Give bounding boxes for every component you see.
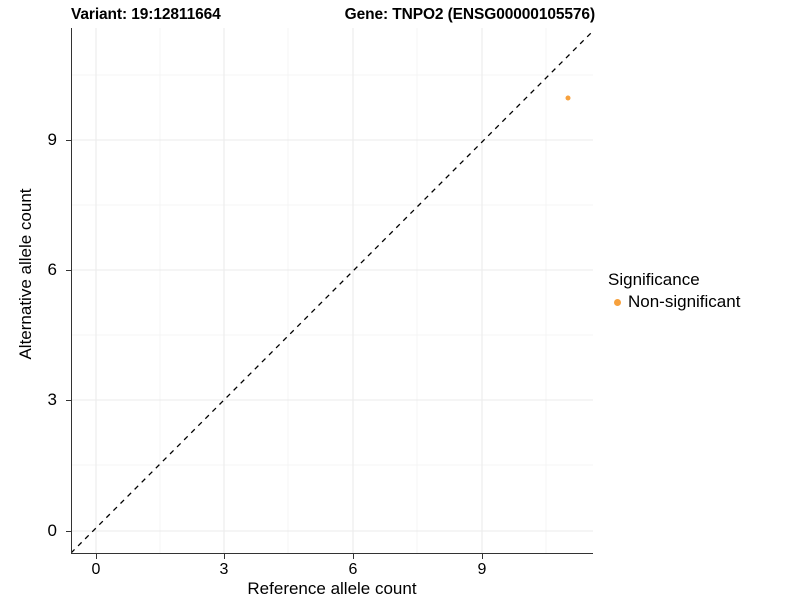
y-ticklabel-6: 6 (47, 260, 57, 279)
y-axis-line (71, 28, 73, 553)
plot-title-row: Variant: 19:12811664 Gene: TNPO2 (ENSG00… (71, 4, 595, 26)
plot-panel (71, 28, 593, 553)
gene-title: Gene: TNPO2 (ENSG00000105576) (344, 6, 595, 23)
data-point-non-significant[interactable] (565, 95, 571, 101)
identity-reference-line (71, 30, 593, 553)
x-ticklabel-0-wrap: 0 (66, 561, 126, 579)
y-axis-title: Alternative allele count (16, 188, 35, 360)
x-ticklabel-6: 6 (348, 561, 358, 578)
legend-item-non-significant[interactable]: Non-significant (608, 292, 793, 312)
legend-label-non-significant: Non-significant (628, 292, 741, 311)
legend-dot-icon (613, 298, 621, 306)
y-ticklabel-3: 3 (47, 390, 57, 409)
x-axis-line (71, 552, 593, 554)
x-ticklabel-3-wrap: 3 (194, 561, 254, 579)
major-gridlines (71, 28, 593, 553)
x-tick-3 (224, 554, 226, 559)
minor-gridlines (71, 28, 593, 553)
legend: Significance Non-significant (608, 270, 793, 312)
y-tick-9 (66, 140, 71, 142)
x-axis-title: Reference allele count (247, 579, 417, 598)
x-tick-0 (96, 554, 98, 559)
y-tick-3 (66, 400, 71, 402)
x-tick-6 (353, 554, 355, 559)
x-tick-9 (482, 554, 484, 559)
y-tick-0 (66, 531, 71, 533)
x-ticklabel-9: 9 (477, 561, 487, 578)
y-ticklabel-9: 9 (47, 130, 57, 149)
legend-title: Significance (608, 270, 700, 289)
grid-and-data-layer (71, 28, 593, 553)
x-ticklabel-3: 3 (219, 561, 229, 578)
y-ticklabel-0: 0 (47, 521, 57, 540)
x-ticklabel-6-wrap: 6 (323, 561, 383, 579)
legend-key-non-significant (608, 293, 626, 311)
y-tick-6 (66, 270, 71, 272)
variant-title: Variant: 19:12811664 (71, 6, 221, 23)
legend-items: Non-significant (608, 292, 793, 312)
x-ticklabel-0: 0 (91, 561, 101, 578)
x-ticklabel-9-wrap: 9 (452, 561, 512, 579)
